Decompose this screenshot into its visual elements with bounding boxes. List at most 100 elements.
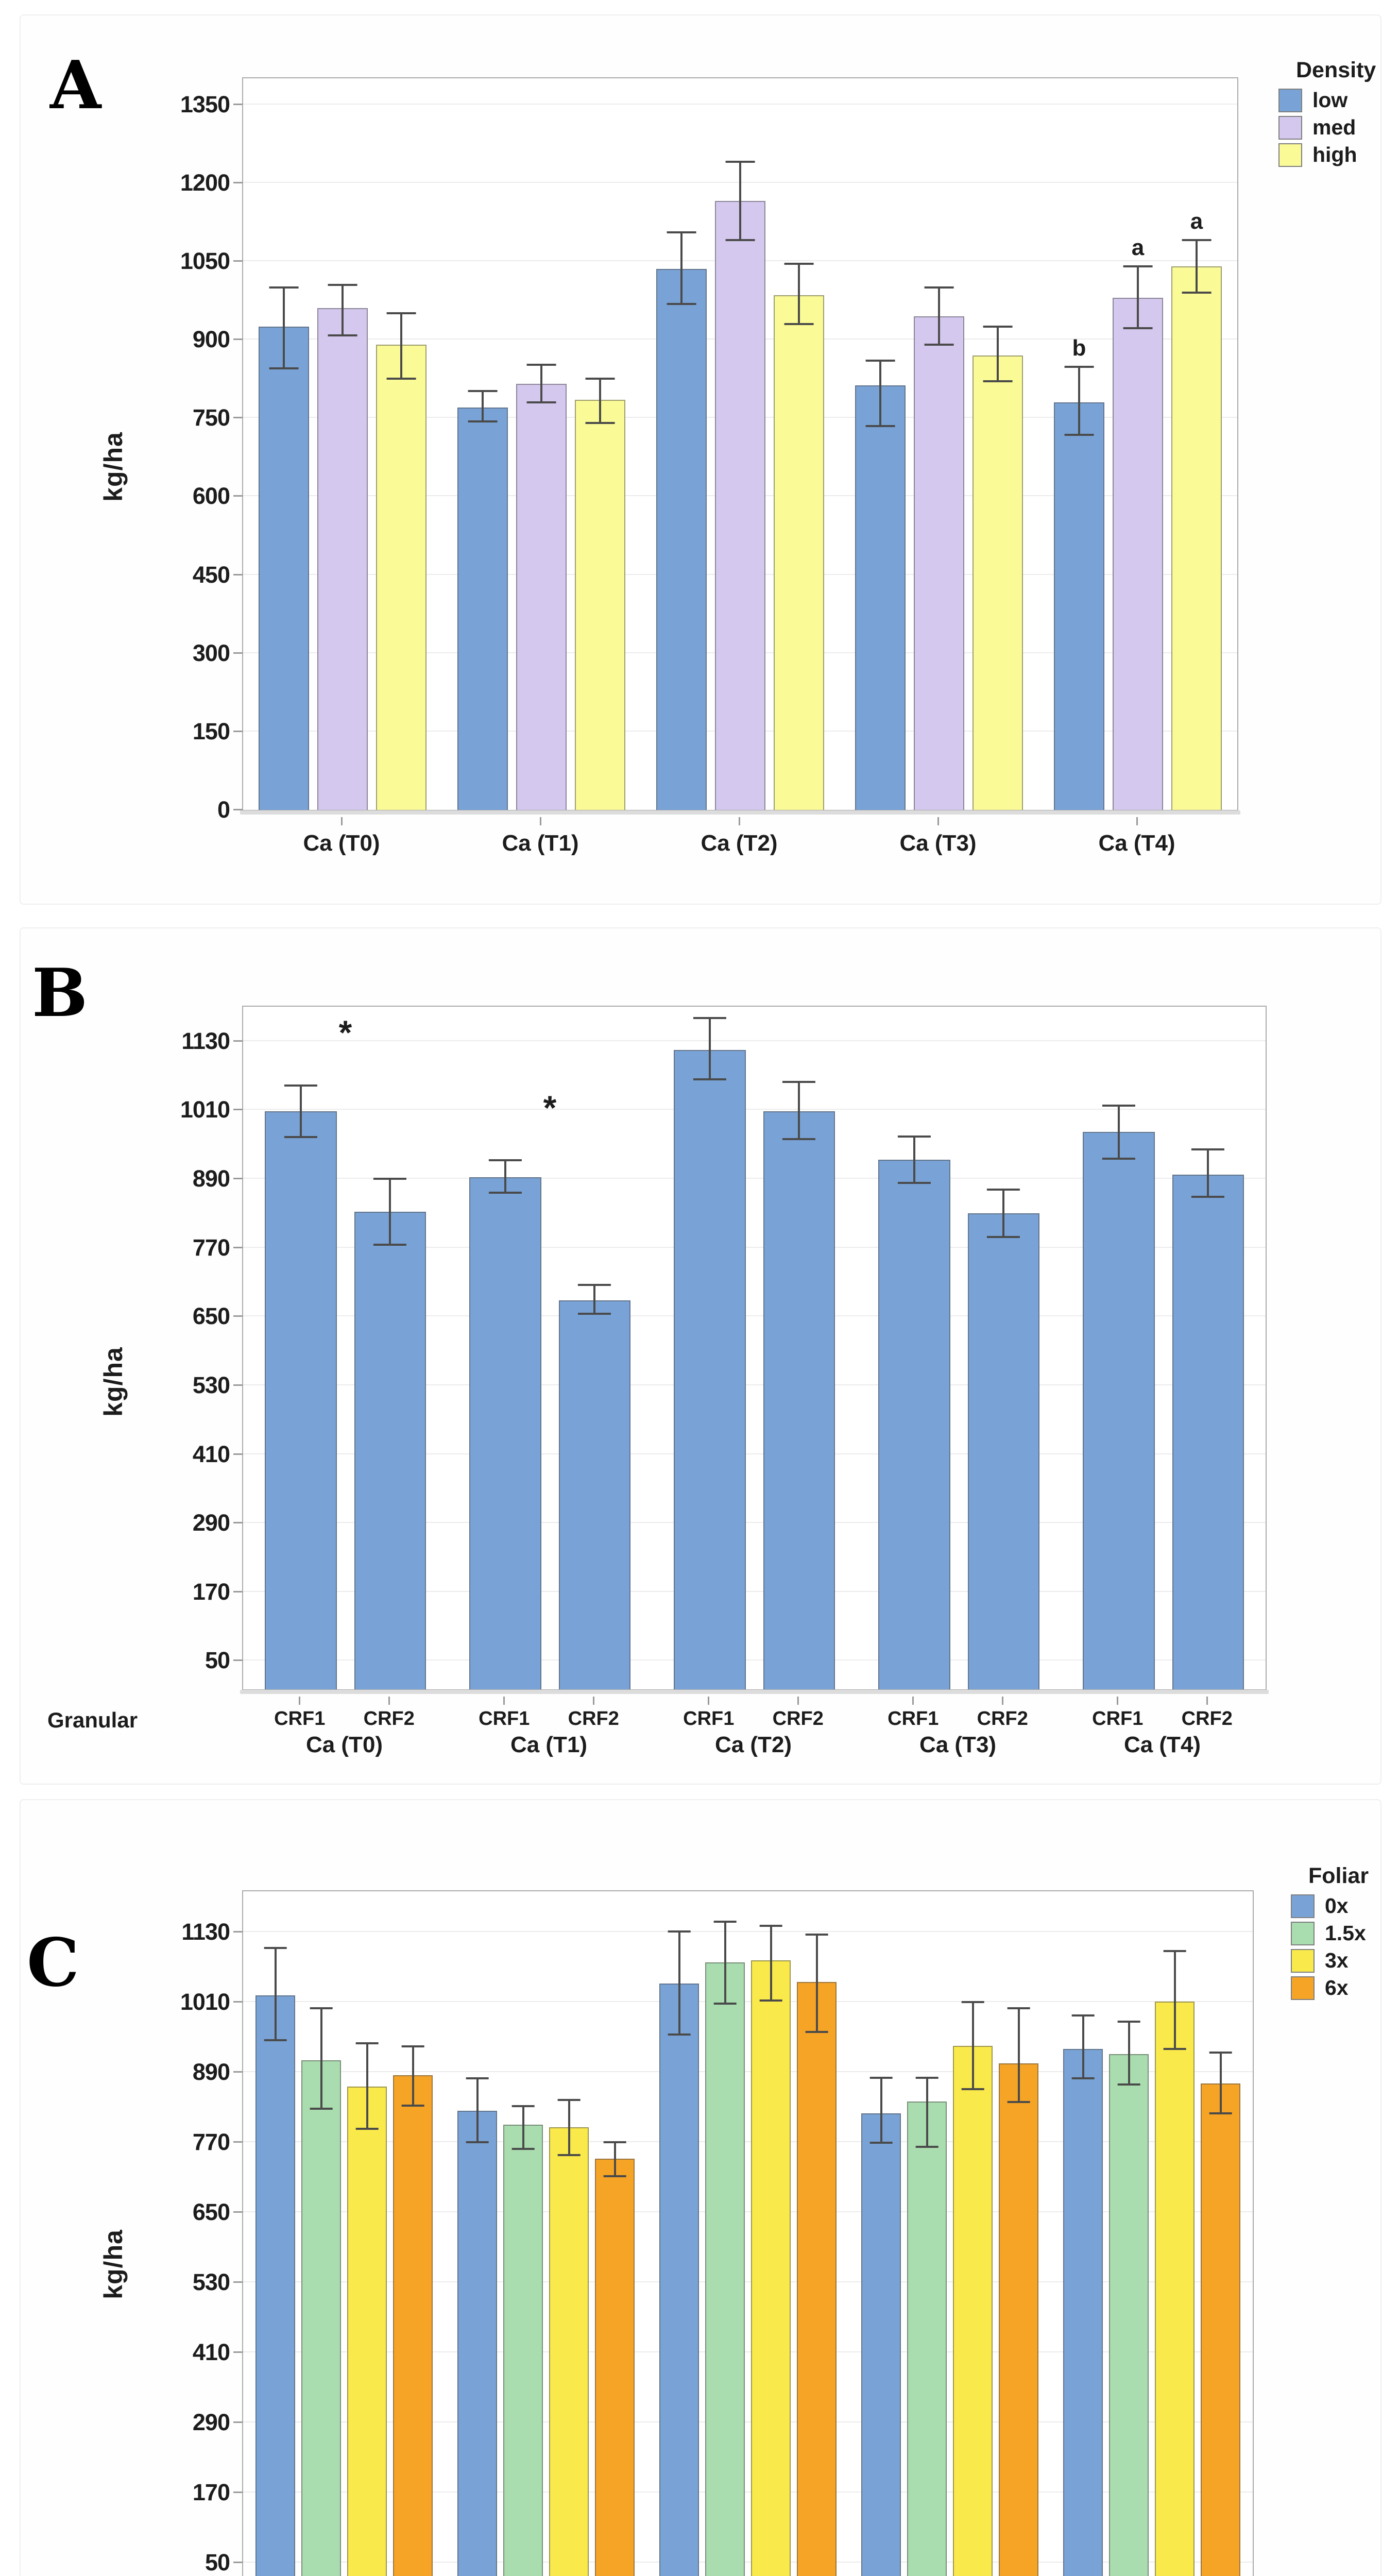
bar-slot <box>774 78 824 810</box>
error-cap-bottom <box>668 2033 691 2036</box>
error-bar <box>366 2043 368 2129</box>
bar-chart-A: kg/ha 0 150 300 450 600 750 900 1050 1200 1350 b a a… <box>99 58 1376 856</box>
y-tick-mark <box>233 1453 243 1455</box>
bar-label-cell: CRF1 <box>673 1696 745 1730</box>
bar-1.5x <box>907 2102 947 2576</box>
y-tick-mark <box>233 1178 243 1180</box>
error-bar <box>593 1285 596 1314</box>
error-bar <box>798 1081 800 1140</box>
bar-slot <box>575 78 625 810</box>
bar-group: * <box>243 1007 448 1689</box>
x-cell: CRF1 CRF2 Ca (T1) <box>447 1696 651 1758</box>
significance-star: * <box>338 1013 352 1052</box>
bar-slot <box>354 1007 426 1689</box>
bar-label: CRF2 <box>363 1708 415 1730</box>
bar-label-cell: CRF2 <box>1171 1696 1243 1730</box>
x-tick-mark <box>388 1697 390 1705</box>
error-cap-bottom <box>1209 2112 1232 2114</box>
bar-6x <box>1201 2083 1240 2576</box>
bar-group <box>652 1007 857 1689</box>
bar-groups <box>243 1891 1253 2576</box>
y-tick-label: 290 <box>192 2409 230 2436</box>
y-tick-label: 410 <box>192 2339 230 2366</box>
category-label: Ca (T2) <box>701 831 778 856</box>
panel-C-card: C kg/ha 5017029041053065077089010101130C… <box>20 1799 1381 2576</box>
bar-3x <box>549 2127 589 2576</box>
y-tick-mark <box>233 1246 243 1248</box>
bar-high <box>973 355 1023 810</box>
legend-item: 3x <box>1291 1948 1369 1973</box>
legend-swatch-med <box>1278 115 1302 140</box>
error-cap-top <box>713 1920 737 1923</box>
bar-slot <box>347 1891 387 2576</box>
panel-A-card: A kg/ha 0 150 300 450 600 750 900 1050 1200 1350 b… <box>20 14 1381 905</box>
bar-group <box>243 78 442 810</box>
gridline <box>243 1659 1266 1661</box>
error-cap-bottom <box>284 1136 317 1138</box>
bar-CRF1 <box>1083 1131 1155 1689</box>
bar-group: b a a <box>1038 78 1237 810</box>
legend-item: high <box>1278 143 1376 167</box>
bar-CRF1 <box>878 1160 950 1689</box>
gridline <box>243 1384 1266 1385</box>
panel-B-label: B <box>32 955 88 1032</box>
error-bar <box>1219 2052 1222 2113</box>
error-bar <box>880 2077 882 2143</box>
error-cap-top <box>468 389 498 392</box>
error-cap-bottom <box>1123 327 1153 329</box>
x-tick-mark <box>937 817 939 825</box>
error-cap-top <box>1123 265 1153 268</box>
bar-slot <box>457 78 508 810</box>
x-tick-mark <box>1136 817 1138 825</box>
legend-label: high <box>1312 143 1357 166</box>
bar-label: CRF2 <box>772 1708 824 1730</box>
error-cap-top <box>328 283 357 286</box>
error-bar <box>739 162 741 241</box>
bar-6x <box>999 2063 1038 2576</box>
bar-slot <box>973 78 1023 810</box>
error-cap-bottom <box>759 1999 782 2002</box>
bar-high <box>774 295 824 810</box>
error-cap-bottom <box>1191 1195 1225 1198</box>
bar-slot <box>705 1891 745 2576</box>
significance-star: * <box>543 1088 557 1127</box>
error-cap-bottom <box>310 2107 333 2110</box>
x-tick-mark <box>738 817 740 825</box>
legend: Foliar 0x 1.5x 3x 6x <box>1291 1863 1369 2000</box>
bar-group <box>1051 1891 1253 2576</box>
error-cap-bottom <box>1102 1158 1135 1160</box>
category-label: Ca (T3) <box>919 1732 997 1757</box>
bar-0x <box>659 1984 699 2576</box>
gridline <box>243 2071 1253 2073</box>
bar-slot <box>914 78 964 810</box>
x-tick-mark <box>592 1697 594 1705</box>
error-cap-top <box>284 1084 317 1087</box>
error-cap-top <box>693 1017 726 1020</box>
bar-CRF2 <box>558 1300 630 1689</box>
error-cap-bottom <box>466 2141 489 2144</box>
error-bar <box>938 287 940 345</box>
bar-high <box>376 345 426 810</box>
bar-1.5x <box>503 2125 543 2576</box>
bar-label: CRF2 <box>977 1708 1028 1730</box>
x-tick-mark <box>340 817 343 825</box>
bar-CRF1 <box>469 1177 541 1689</box>
legend-swatch-3x <box>1291 1948 1315 1973</box>
y-tick-label: 530 <box>192 1371 230 1398</box>
error-bar <box>1137 266 1139 328</box>
legend-swatch-low <box>1278 88 1302 112</box>
error-cap-bottom <box>1117 2083 1140 2086</box>
y-tick-mark <box>233 1384 243 1386</box>
bar-slot <box>656 78 707 810</box>
x-tick-mark <box>708 1697 710 1705</box>
bar-group <box>647 1891 849 2576</box>
category-label: Ca (T4) <box>1098 831 1175 856</box>
bar-slot <box>855 78 906 810</box>
error-cap-bottom <box>355 2128 379 2130</box>
y-tick-label: 900 <box>192 326 230 353</box>
gridline <box>243 2211 1253 2213</box>
bar-med <box>317 308 368 810</box>
error-cap-top <box>983 325 1013 328</box>
significance-letter: a <box>1190 209 1203 234</box>
bar-med <box>715 201 765 810</box>
